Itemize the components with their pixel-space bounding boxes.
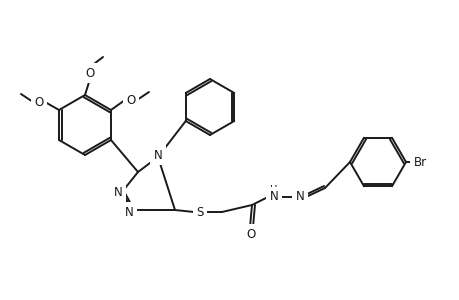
Text: N: N xyxy=(295,190,304,203)
Text: N: N xyxy=(124,206,133,218)
Text: O: O xyxy=(34,95,44,109)
Text: S: S xyxy=(196,206,203,218)
Text: O: O xyxy=(246,227,255,241)
Text: N: N xyxy=(153,148,162,161)
Text: N: N xyxy=(269,190,278,203)
Text: H: H xyxy=(270,185,277,195)
Text: Br: Br xyxy=(413,155,425,169)
Text: O: O xyxy=(126,94,135,106)
Text: N: N xyxy=(113,185,122,199)
Text: O: O xyxy=(85,67,95,80)
